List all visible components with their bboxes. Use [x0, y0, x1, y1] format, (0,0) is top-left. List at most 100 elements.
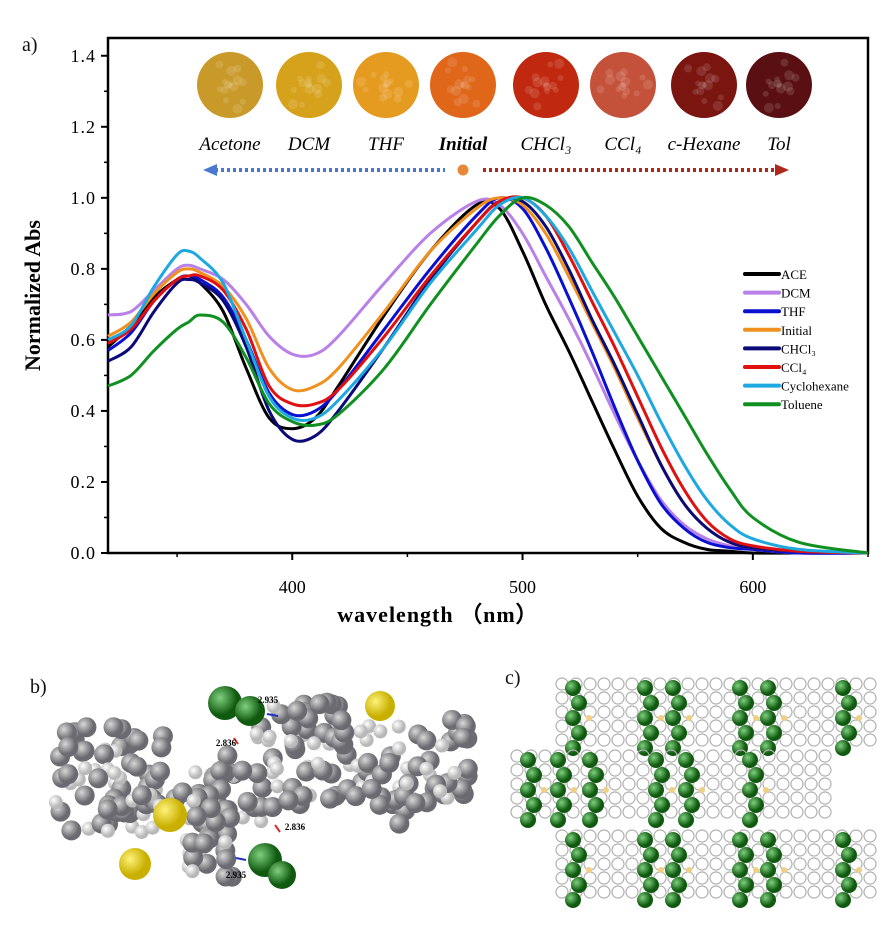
chlorine-atom — [748, 767, 764, 783]
molecular-framework — [583, 677, 597, 691]
carbon-atom — [61, 820, 82, 841]
molecular-framework — [597, 691, 611, 705]
molecular-framework — [790, 749, 804, 763]
chlorine-atom — [835, 862, 851, 878]
molecular-framework — [608, 763, 622, 777]
molecular-framework — [653, 677, 667, 691]
molecular-framework — [779, 733, 793, 747]
initial-dot — [457, 164, 469, 176]
photo-texture — [451, 85, 462, 96]
hydrogen-atom — [100, 823, 115, 838]
molecular-framework — [636, 791, 650, 805]
sample-label: CCl₄ — [604, 134, 641, 155]
molecular-framework — [555, 719, 569, 733]
carbon-atom — [58, 736, 79, 757]
sample-label: Initial — [438, 134, 488, 155]
photo-texture — [529, 88, 540, 99]
chlorine-atom — [738, 695, 754, 711]
carbon-atom — [237, 791, 258, 812]
distance-label: 2.935 — [258, 695, 279, 705]
molecular-framework — [695, 871, 709, 885]
hydrogen-atom — [391, 719, 406, 734]
photo-texture — [775, 83, 786, 94]
photo-texture — [704, 73, 715, 84]
solvent-photo-strip: Acetone DCM THF Initial CHCl₃ CCl₄ c-Hexane Tol — [197, 52, 812, 176]
photo-texture — [712, 100, 723, 111]
molecular-framework — [709, 677, 723, 691]
chlorine-atom — [643, 847, 659, 863]
chlorine-atom — [571, 847, 587, 863]
carbon-atom — [389, 813, 410, 834]
molecular-framework — [622, 791, 636, 805]
photo-texture — [383, 79, 392, 88]
distance-label: 2.836 — [216, 738, 237, 748]
chlorine-atom — [550, 782, 566, 798]
molecular-framework — [807, 885, 821, 899]
photo-texture — [774, 102, 781, 109]
molecular-framework — [723, 719, 737, 733]
molecular-framework — [863, 691, 877, 705]
arrow-left-head-icon — [203, 164, 217, 176]
molecular-framework — [818, 805, 832, 819]
molecular-framework — [709, 733, 723, 747]
series-line-ace — [106, 199, 868, 555]
molecular-framework — [751, 885, 765, 899]
photo-texture — [554, 58, 565, 69]
chlorine-atom — [565, 892, 581, 908]
distance-label: 2.935 — [226, 870, 247, 880]
photo-texture — [547, 61, 554, 68]
photo-texture — [791, 73, 800, 82]
molecular-framework — [779, 885, 793, 899]
chlorine-atom — [643, 877, 659, 893]
photo-texture — [615, 71, 626, 82]
panel-b-molecular-packing: 2.935 2.836 2.836 2.935 — [48, 686, 478, 889]
chlorine-atom — [526, 797, 542, 813]
sulfur-atom — [856, 867, 862, 873]
photo-texture — [239, 98, 246, 105]
molecular-framework — [695, 677, 709, 691]
molecular-framework — [804, 763, 818, 777]
carbon-atom — [151, 737, 172, 758]
molecular-framework — [790, 777, 804, 791]
molecular-framework — [720, 763, 734, 777]
chlorine-atom — [766, 877, 782, 893]
legend-label: DCM — [781, 286, 811, 301]
molecular-framework — [566, 749, 580, 763]
photo-texture — [621, 92, 628, 99]
photo-texture — [774, 76, 781, 83]
chlorine-atom — [766, 847, 782, 863]
chlorine-atom — [520, 752, 536, 768]
photo-texture — [296, 75, 303, 82]
carbon-atom — [296, 761, 317, 782]
photo-texture — [378, 82, 389, 93]
sample-photo — [197, 52, 263, 118]
chlorine-atom — [841, 847, 857, 863]
photo-texture — [596, 85, 605, 94]
molecular-framework — [751, 733, 765, 747]
series-line-cyclohexane — [107, 195, 869, 555]
chlorine-atom — [637, 892, 653, 908]
photo-texture — [786, 87, 795, 96]
molecular-framework — [804, 749, 818, 763]
chlorine-atom — [637, 832, 653, 848]
chlorine-atom — [235, 696, 265, 726]
chlorine-atom — [841, 725, 857, 741]
chlorine-atom — [550, 752, 566, 768]
photo-texture — [702, 63, 711, 72]
molecular-framework — [538, 749, 552, 763]
photo-texture — [233, 64, 242, 73]
hydrogen-atom — [434, 738, 449, 753]
sulfur-atom — [686, 715, 692, 721]
molecular-framework — [583, 733, 597, 747]
molecular-framework — [664, 749, 678, 763]
panel-a-label: a) — [22, 34, 38, 56]
molecular-framework — [611, 857, 625, 871]
photo-texture — [222, 97, 229, 104]
chlorine-atom — [684, 767, 700, 783]
chlorine-atom — [556, 797, 572, 813]
photo-texture — [356, 76, 367, 87]
y-tick-label: 0.4 — [71, 401, 97, 421]
chlorine-atom — [665, 740, 681, 756]
hydrogen-atom — [107, 765, 122, 780]
